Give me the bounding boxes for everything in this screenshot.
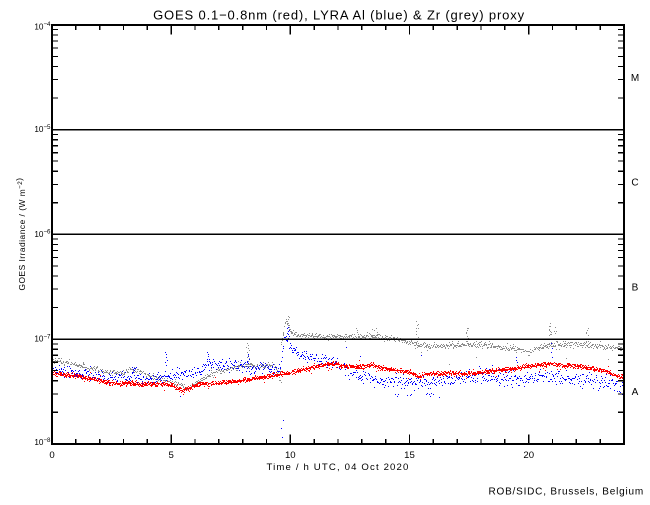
svg-text:M: M [631, 73, 639, 84]
svg-text:5: 5 [169, 450, 174, 461]
svg-text:10: 10 [285, 450, 296, 461]
svg-text:A: A [632, 387, 639, 398]
svg-text:10−4: 10−4 [34, 21, 51, 31]
svg-text:0: 0 [49, 450, 54, 461]
svg-text:ROB/SIDC, Brussels, Belgium: ROB/SIDC, Brussels, Belgium [488, 487, 644, 498]
svg-text:20: 20 [523, 450, 534, 461]
svg-text:B: B [632, 282, 639, 293]
svg-text:GOES Irradiance / (W m−2): GOES Irradiance / (W m−2) [14, 177, 27, 290]
svg-text:15: 15 [404, 450, 415, 461]
svg-text:GOES 0.1−0.8nm (red), LYRA Al: GOES 0.1−0.8nm (red), LYRA Al (blue) & Z… [153, 8, 525, 23]
svg-text:10−7: 10−7 [34, 334, 51, 344]
svg-text:10−8: 10−8 [34, 437, 51, 447]
svg-text:10−5: 10−5 [34, 124, 51, 134]
svg-text:10−6: 10−6 [34, 229, 51, 239]
svg-text:Time / h UTC, 04 Oct 2020: Time / h UTC, 04 Oct 2020 [266, 462, 409, 473]
svg-text:C: C [631, 178, 638, 189]
